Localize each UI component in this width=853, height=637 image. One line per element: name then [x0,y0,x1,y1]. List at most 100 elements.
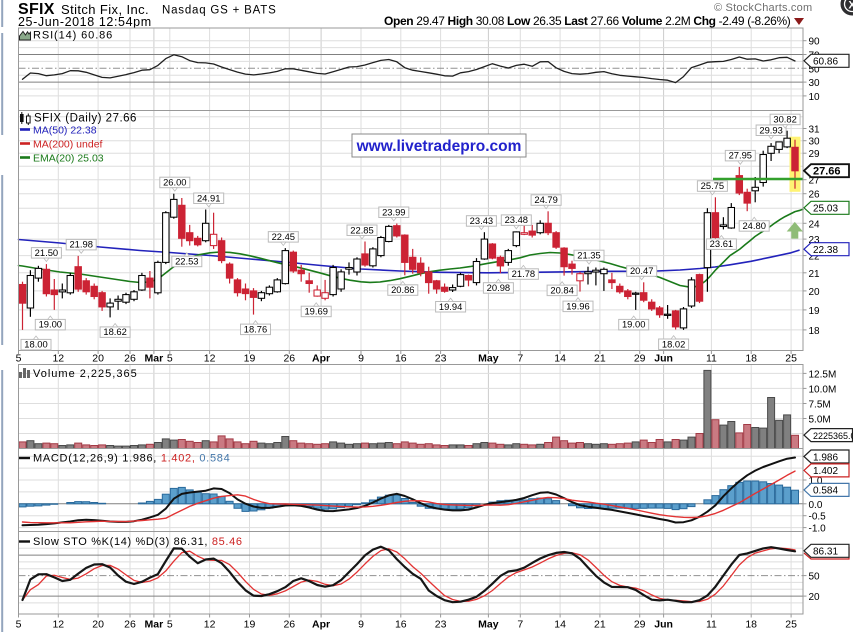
svg-text:26.00: 26.00 [163,177,186,188]
svg-text:19.96: 19.96 [566,300,589,311]
svg-text:20: 20 [809,287,821,298]
svg-text:19.94: 19.94 [439,301,462,312]
svg-text:22.45: 22.45 [272,231,295,242]
svg-text:MACD(12,26,9) 1.986, 1.402, 0.: MACD(12,26,9) 1.986, 1.402, 0.584 [33,453,230,465]
svg-text:20.47: 20.47 [630,265,653,276]
svg-text:Apr: Apr [312,619,330,631]
svg-text:SFIX (Daily) 27.66: SFIX (Daily) 27.66 [34,113,137,125]
svg-text:9: 9 [358,353,364,365]
svg-text:20: 20 [92,353,104,365]
svg-text:23.48: 23.48 [505,214,528,225]
svg-text:18.62: 18.62 [103,326,126,337]
svg-text:19: 19 [244,619,256,631]
svg-text:5: 5 [16,353,22,365]
svg-text:25.75: 25.75 [701,180,724,191]
svg-text:19.69: 19.69 [304,306,327,317]
svg-text:11: 11 [706,353,717,365]
svg-text:20.84: 20.84 [550,284,573,295]
svg-text:24.80: 24.80 [742,220,765,231]
svg-text:MA(200) undef: MA(200) undef [33,139,103,151]
svg-text:Mar: Mar [145,619,164,631]
svg-text:22.53: 22.53 [175,256,198,267]
svg-text:Apr: Apr [312,353,330,365]
svg-text:19.00: 19.00 [39,319,62,330]
svg-text:7.5M: 7.5M [809,400,831,411]
svg-text:30: 30 [809,78,821,89]
svg-text:Jun: Jun [654,353,673,365]
svg-text:Open 29.47 High 30.08 Low 26.3: Open 29.47 High 30.08 Low 26.35 Last 27.… [384,14,791,28]
svg-text:5.0M: 5.0M [809,415,831,426]
svg-text:86.31: 86.31 [813,547,838,558]
svg-text:25-Jun-2018 12:54pm: 25-Jun-2018 12:54pm [18,15,152,29]
svg-text:9: 9 [358,619,364,631]
svg-text:27.66: 27.66 [813,166,841,178]
svg-text:14: 14 [554,619,566,631]
svg-text:20: 20 [92,619,104,631]
svg-text:23.61: 23.61 [710,238,733,249]
svg-text:26: 26 [124,619,136,631]
svg-text:18.76: 18.76 [244,323,267,334]
svg-text:18.00: 18.00 [24,339,47,350]
svg-text:60.86: 60.86 [813,57,838,68]
svg-text:7: 7 [517,353,523,365]
svg-text:21: 21 [594,353,606,365]
svg-text:21.35: 21.35 [577,250,600,261]
svg-text:22.85: 22.85 [350,224,373,235]
svg-text:31: 31 [809,125,821,136]
svg-text:26: 26 [283,353,295,365]
svg-text:© StockCharts.com: © StockCharts.com [714,2,812,14]
svg-text:Slow STO %K(14) %D(3) 86.31, 8: Slow STO %K(14) %D(3) 86.31, 85.46 [33,536,243,548]
svg-text:18: 18 [745,619,757,631]
svg-text:18.02: 18.02 [662,338,685,349]
svg-text:24: 24 [809,219,821,230]
svg-text:0.0: 0.0 [809,500,823,511]
svg-text:20.86: 20.86 [391,284,414,295]
svg-text:11: 11 [706,619,717,631]
svg-text:19: 19 [809,306,821,317]
svg-text:27.95: 27.95 [729,150,752,161]
svg-text:20: 20 [809,592,821,603]
svg-text:-0.5: -0.5 [809,512,827,523]
svg-text:X: X [848,0,853,12]
svg-text:RSI(14) 60.86: RSI(14) 60.86 [33,30,113,42]
svg-text:1.402: 1.402 [813,466,838,477]
svg-text:24.79: 24.79 [534,194,557,205]
svg-text:16: 16 [395,619,407,631]
svg-text:12.5M: 12.5M [809,369,837,380]
svg-text:14: 14 [554,353,566,365]
svg-text:Nasdaq GS + BATS: Nasdaq GS + BATS [162,5,277,17]
svg-text:21.98: 21.98 [69,239,92,250]
svg-text:29: 29 [634,619,646,631]
svg-text:7: 7 [517,619,523,631]
svg-text:12: 12 [52,619,64,631]
svg-text:Mar: Mar [145,353,164,365]
svg-text:23: 23 [435,353,447,365]
svg-text:23: 23 [435,619,447,631]
svg-text:30.82: 30.82 [773,114,796,125]
svg-text:10.0M: 10.0M [809,384,837,395]
svg-text:10: 10 [809,92,821,103]
svg-text:25: 25 [785,619,797,631]
svg-text:21.50: 21.50 [35,247,58,258]
svg-text:5: 5 [16,619,22,631]
svg-text:25.03: 25.03 [813,204,838,215]
svg-text:MA(50) 22.38: MA(50) 22.38 [33,125,97,137]
svg-text:12: 12 [204,619,216,631]
svg-text:EMA(20) 25.03: EMA(20) 25.03 [33,153,104,165]
svg-text:Volume 2,225,365: Volume 2,225,365 [33,368,138,380]
svg-text:-1.0: -1.0 [809,524,827,535]
svg-text:May: May [478,619,499,631]
svg-text:20.98: 20.98 [487,282,510,293]
svg-text:21: 21 [809,269,821,280]
svg-text:26: 26 [124,353,136,365]
svg-text:12: 12 [52,353,64,365]
svg-text:0.584: 0.584 [813,486,838,497]
svg-text:2225365.0: 2225365.0 [813,431,853,441]
svg-text:Jun: Jun [654,619,673,631]
svg-text:26: 26 [809,190,821,201]
svg-text:23.99: 23.99 [382,206,405,217]
svg-text:29.93: 29.93 [759,124,782,135]
svg-text:5: 5 [167,353,173,365]
svg-text:19: 19 [244,353,256,365]
svg-text:24.91: 24.91 [197,192,220,203]
